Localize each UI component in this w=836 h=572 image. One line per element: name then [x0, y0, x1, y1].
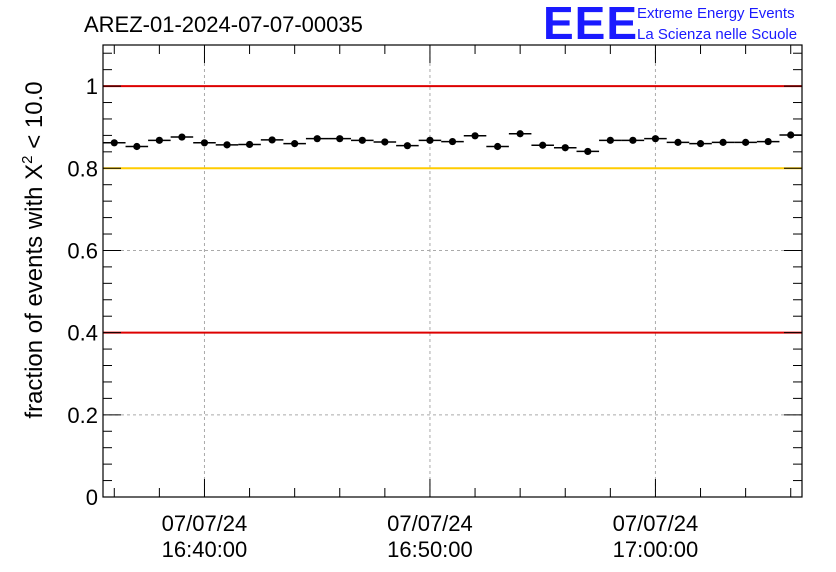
data-point [576, 147, 600, 156]
data-point [103, 139, 126, 147]
data-point-marker [471, 132, 479, 140]
y-tick-label: 0.8 [67, 156, 98, 181]
data-point-marker [516, 130, 524, 138]
data-point [238, 140, 261, 149]
x-tick-label-date: 07/07/24 [613, 511, 699, 536]
x-tick-label-time: 16:50:00 [387, 537, 473, 562]
y-axis-label-suffix: < 10.0 [21, 81, 48, 155]
data-point-marker [200, 139, 209, 147]
data-point [486, 142, 509, 151]
x-tick-label-date: 07/07/24 [162, 511, 248, 536]
data-point-marker [787, 131, 795, 139]
data-point [193, 139, 216, 147]
data-point-marker [336, 135, 344, 143]
data-point [215, 141, 239, 149]
data-point-marker [110, 139, 118, 147]
y-axis-label-prefix: fraction of events with [21, 180, 48, 419]
data-point-marker [268, 136, 276, 144]
x-tick-label-time: 16:40:00 [162, 537, 248, 562]
y-axis-label-superscript: 2 [19, 155, 36, 163]
data-point-marker [448, 137, 457, 146]
y-axis-label-symbol: X [21, 164, 48, 180]
y-axis-label: fraction of events with X2 < 10.0 [19, 81, 48, 418]
reference-lines [103, 85, 802, 334]
x-tick-labels: 07/07/2416:40:0007/07/2416:50:0007/07/24… [162, 511, 699, 562]
chart-title: AREZ-01-2024-07-07-00035 [84, 12, 363, 37]
eee-logo: EEE Extreme Energy Events La Scienza nel… [543, 0, 797, 49]
x-tick-label-date: 07/07/24 [387, 511, 473, 536]
data-point [305, 135, 329, 143]
logo-line-1: Extreme Energy Events [637, 5, 795, 22]
data-point-marker [245, 140, 254, 149]
data-point-marker [539, 141, 547, 149]
data-point [148, 136, 171, 144]
data-point [779, 131, 802, 139]
logo-letters: EEE [543, 0, 638, 49]
data-point-marker [133, 142, 141, 151]
data-point [373, 138, 397, 146]
data-point [553, 144, 577, 152]
data-point-marker [629, 136, 637, 144]
data-point [644, 135, 667, 143]
y-tick-label: 0.6 [67, 238, 98, 263]
data-point [508, 130, 532, 138]
y-tick-label: 0 [86, 485, 98, 510]
data-point-marker [651, 135, 660, 143]
y-tick-labels: 0 0.2 0.4 0.6 0.8 1 [67, 74, 98, 510]
data-point-marker [223, 141, 231, 149]
data-point-marker [606, 136, 614, 144]
data-point [531, 141, 554, 149]
grid [103, 45, 802, 497]
logo-line-2: La Scienza nelle Scuole [637, 26, 797, 43]
data-point [260, 136, 284, 144]
data-point [418, 136, 442, 144]
data-point [711, 138, 735, 146]
data-points [103, 130, 802, 156]
data-point [463, 132, 487, 140]
axes [102, 44, 803, 498]
y-tick-label: 1 [86, 74, 98, 99]
data-point [621, 136, 645, 144]
data-point-marker [493, 142, 502, 151]
data-point [351, 136, 374, 144]
data-point [328, 135, 352, 143]
data-point-marker [155, 136, 163, 144]
data-point-marker [719, 138, 727, 146]
data-point-marker [381, 138, 389, 146]
data-point [441, 137, 464, 146]
y-tick-label: 0.2 [67, 403, 98, 428]
data-point [283, 140, 306, 148]
data-point [666, 138, 690, 146]
data-point-marker [674, 138, 682, 146]
data-point-marker [561, 144, 569, 152]
data-point-marker [313, 135, 321, 143]
data-point-marker [426, 136, 434, 144]
y-tick-label: 0.4 [67, 321, 98, 346]
data-point [125, 142, 149, 151]
data-point [756, 137, 780, 146]
data-point [599, 136, 622, 144]
data-point-marker [742, 138, 750, 146]
data-point [396, 142, 419, 150]
data-point [689, 140, 712, 148]
plot-frame [102, 44, 803, 498]
data-point-marker [403, 142, 412, 150]
data-point-marker [584, 147, 592, 156]
data-point-marker [764, 137, 772, 146]
data-point-marker [358, 136, 366, 144]
data-point-marker [178, 133, 186, 141]
data-point [734, 138, 757, 146]
data-point-marker [696, 140, 705, 148]
data-point-marker [291, 140, 299, 148]
data-point [170, 133, 194, 141]
x-tick-label-time: 17:00:00 [613, 537, 699, 562]
